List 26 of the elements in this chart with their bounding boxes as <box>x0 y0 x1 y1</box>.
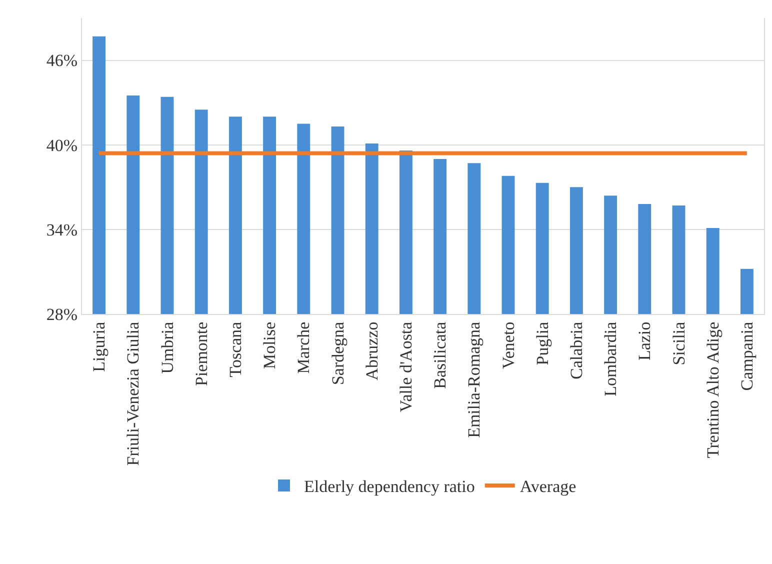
x-tick-label: Toscana <box>226 321 245 378</box>
x-tick-label: Marche <box>294 322 314 374</box>
x-tick-label: Sardegna <box>328 321 348 386</box>
legend-label: Elderly dependency ratio <box>304 477 475 496</box>
x-tick-label: Calabria <box>566 321 586 380</box>
x-tick-label: Liguria <box>90 321 109 372</box>
x-tick-label: Umbria <box>158 321 177 374</box>
x-tick-label: Valle d'Aosta <box>396 321 416 412</box>
x-tick-label: Abruzzo <box>362 322 382 380</box>
x-tick-label: Veneto <box>498 322 518 370</box>
x-tick-label: Friuli-Venezia Giulia <box>124 321 143 466</box>
x-tick-label: Lazio <box>635 322 654 361</box>
x-tick-label: Lombardia <box>601 321 620 396</box>
x-tick-label: Trentino Alto Adige <box>703 322 722 458</box>
x-tick-label: Basilicata <box>430 321 450 389</box>
y-tick-label: 46% <box>46 51 78 70</box>
x-tick-label: Molise <box>260 322 280 370</box>
x-tick-label: Emilia-Romagna <box>464 321 484 438</box>
x-tick-label: Puglia <box>532 321 552 366</box>
y-tick-label: 28% <box>46 304 78 324</box>
x-tick-label: Campania <box>737 321 756 391</box>
y-tick-label: 40% <box>46 136 78 155</box>
x-tick-label: Sicilia <box>669 321 688 366</box>
y-tick-label: 34% <box>46 220 78 240</box>
x-tick-label: Piemonte <box>192 322 211 386</box>
legend-label: Average <box>520 477 576 496</box>
